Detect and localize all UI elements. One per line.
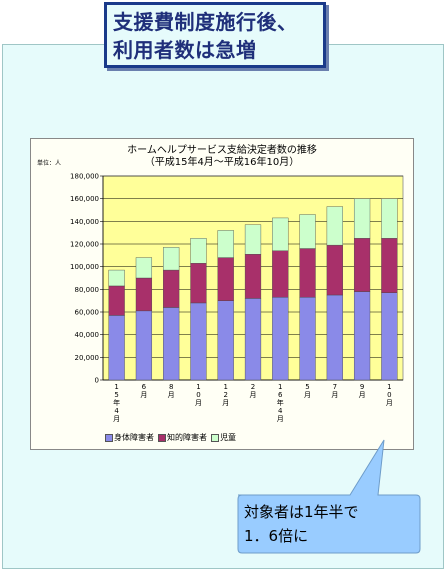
chart-title: ホームヘルプサービス支給決定者数の推移	[127, 145, 317, 156]
chart-svg: 0 20,000 40,000 60,000 80,000 100,000 120,000 1…	[70, 173, 404, 423]
y-tick-label: 120,000	[70, 241, 99, 249]
y-tick-label: 140,000	[70, 218, 99, 226]
y-tick-label: 0	[95, 377, 99, 385]
bar-segment-children	[217, 230, 234, 258]
legend-label-physical: 身体障害者	[114, 433, 154, 442]
slide-title-line-1: 支援費制度施行後、	[113, 10, 298, 34]
legend-label-children: 児童	[220, 433, 236, 442]
legend-item-children: 児童	[211, 432, 236, 443]
callout-line-1: 対象者は1年半で	[244, 503, 359, 521]
y-tick-label: 160,000	[70, 195, 99, 203]
slide-title-line-2: 利用者数は急増	[113, 38, 257, 62]
bar-segment-children	[108, 269, 125, 287]
y-tick-label: 40,000	[75, 331, 100, 339]
y-tick-label: 80,000	[75, 286, 100, 294]
legend-swatch-intellectual	[158, 433, 166, 442]
slide-title-box: 支援費制度施行後、 利用者数は急増	[104, 2, 326, 68]
bar-segment-children	[272, 217, 289, 251]
bar-segment-children	[299, 214, 316, 249]
bar-segment-children	[244, 224, 262, 255]
callout-text: 対象者は1年半で 1．6倍に	[244, 500, 414, 548]
y-tick-label: 180,000	[70, 173, 99, 181]
chart-area: ホームヘルプサービス支給決定者数の推移 （平成15年4月～平成16年10月） 単…	[30, 138, 414, 450]
bar-segment-children	[190, 238, 207, 264]
legend-swatch-physical	[105, 433, 113, 442]
bar-segment-children	[353, 198, 371, 239]
bar-segment-children	[326, 206, 343, 246]
callout-line-2: 1．6倍に	[244, 527, 309, 545]
bar-segment-children	[381, 198, 398, 239]
legend-item-intellectual: 知的障害者	[158, 432, 207, 443]
legend-label-intellectual: 知的障害者	[167, 433, 207, 442]
legend-item-physical: 身体障害者	[105, 432, 154, 443]
chart-legend: 身体障害者 知的障害者 児童	[105, 432, 236, 443]
y-tick-label: 60,000	[75, 309, 100, 317]
y-tick-label: 100,000	[70, 263, 99, 271]
callout-shape	[237, 439, 421, 554]
y-tick-label: 20,000	[75, 354, 100, 362]
bar-segment-children	[163, 247, 180, 271]
legend-swatch-children	[211, 433, 219, 442]
chart-subtitle: （平成15年4月～平成16年10月）	[144, 157, 300, 168]
bar-segment-children	[135, 257, 153, 279]
y-unit-label: 単位：人	[37, 160, 62, 167]
